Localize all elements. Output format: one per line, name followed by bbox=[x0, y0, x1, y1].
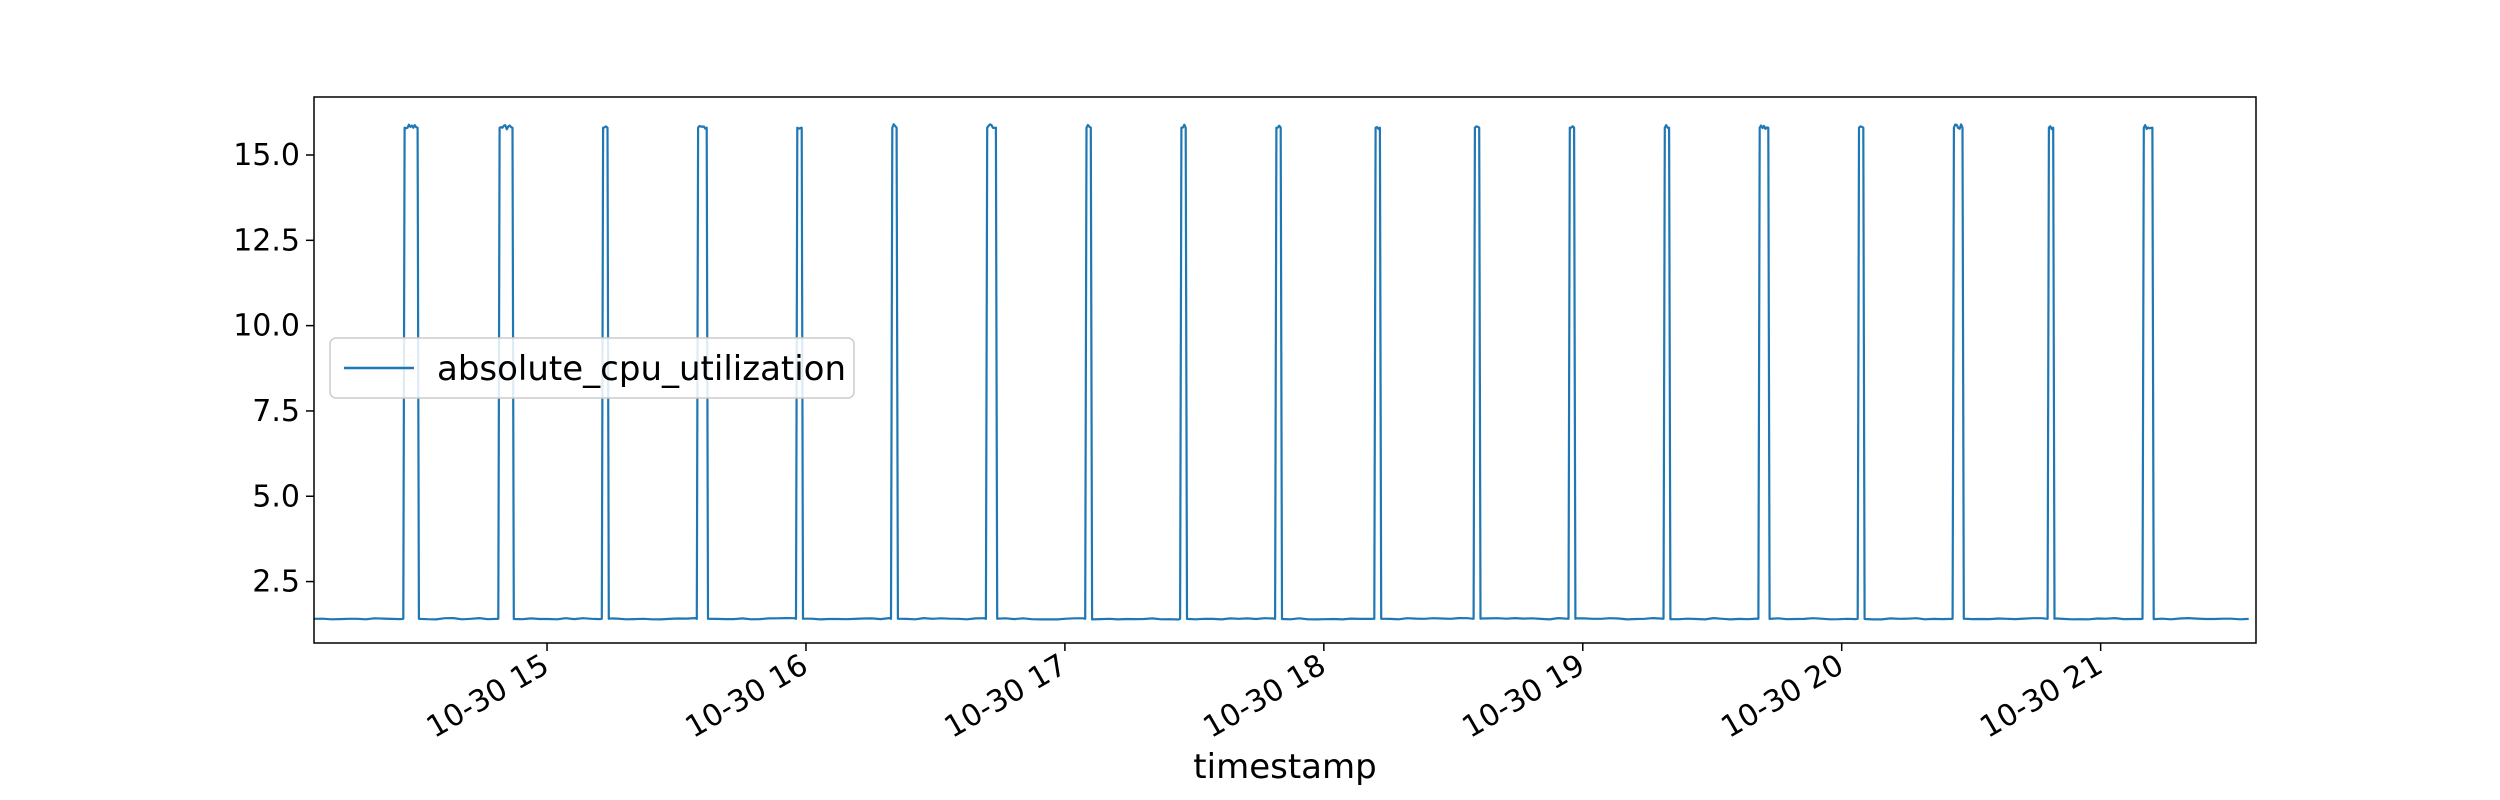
x-tick-label: 10-30 18 bbox=[1198, 648, 1332, 746]
x-tick-label: 10-30 21 bbox=[1974, 648, 2108, 746]
x-tick-label: 10-30 17 bbox=[939, 648, 1073, 746]
x-tick-label: 10-30 20 bbox=[1715, 648, 1849, 746]
x-axis-label: timestamp bbox=[1193, 747, 1376, 787]
x-tick-label: 10-30 16 bbox=[680, 648, 814, 746]
y-tick-label: 5.0 bbox=[252, 479, 300, 514]
plot-frame bbox=[313, 96, 2257, 644]
y-tick-label: 2.5 bbox=[252, 565, 300, 600]
legend: absolute_cpu_utilization bbox=[329, 337, 855, 399]
y-tick-label: 7.5 bbox=[252, 394, 300, 429]
x-tick-label: 10-30 15 bbox=[421, 648, 555, 746]
legend-box bbox=[329, 337, 855, 399]
x-axis: 10-30 15 10-30 16 10-30 17 10-30 18 10-30 19… bbox=[421, 643, 2109, 745]
x-tick-label: 10-30 19 bbox=[1456, 648, 1590, 746]
y-axis: 2.5 5.0 7.5 10.0 12.5 15.0 bbox=[233, 138, 314, 600]
y-tick-label: 10.0 bbox=[233, 309, 300, 344]
y-tick-label: 12.5 bbox=[233, 223, 300, 258]
legend-label: absolute_cpu_utilization bbox=[437, 349, 846, 389]
y-tick-label: 15.0 bbox=[233, 138, 300, 173]
